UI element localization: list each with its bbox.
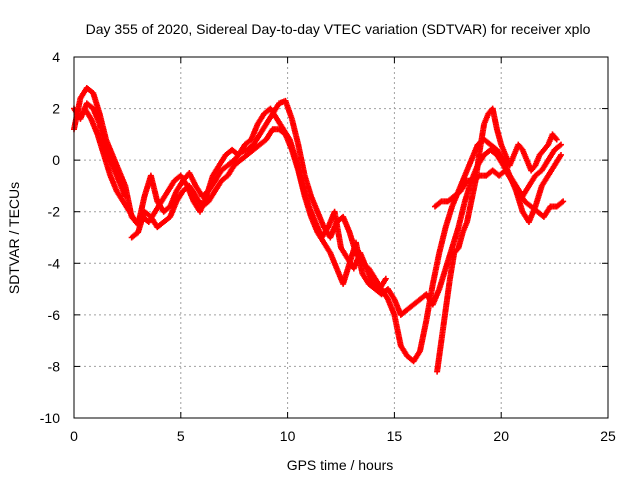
- chart-title: Day 355 of 2020, Sidereal Day-to-day VTE…: [86, 21, 591, 37]
- x-axis-label: GPS time / hours: [287, 457, 394, 473]
- y-tick-label: 0: [52, 152, 60, 168]
- y-tick-label: 2: [52, 101, 60, 117]
- data-point: [558, 141, 565, 148]
- plot-area: [71, 56, 609, 419]
- data-point: [382, 275, 389, 282]
- y-axis-label: SDTVAR / TECUs: [6, 182, 22, 294]
- data-point: [558, 151, 565, 158]
- gridlines: [74, 57, 608, 418]
- x-tick-label: 5: [177, 428, 185, 444]
- x-tick-label: 20: [493, 428, 509, 444]
- data-point: [560, 198, 567, 205]
- y-tick-label: -8: [48, 358, 61, 374]
- y-tick-label: -10: [40, 410, 60, 426]
- x-tick-label: 25: [600, 428, 616, 444]
- plot-frame: [73, 56, 609, 419]
- axis-ticks: [73, 56, 609, 419]
- y-tick-label: -6: [48, 307, 61, 323]
- y-tick-label: -4: [48, 255, 61, 271]
- data-markers: [71, 84, 567, 375]
- y-tick-label: 4: [52, 49, 60, 65]
- x-tick-label: 15: [387, 428, 403, 444]
- x-tick-label: 10: [280, 428, 296, 444]
- tick-labels: 0 5 10 15 20 25 -10 -8 -6 -4 -2 0 2 4: [40, 49, 616, 444]
- x-tick-label: 0: [70, 428, 78, 444]
- y-tick-label: -2: [48, 204, 61, 220]
- data-point: [553, 136, 560, 143]
